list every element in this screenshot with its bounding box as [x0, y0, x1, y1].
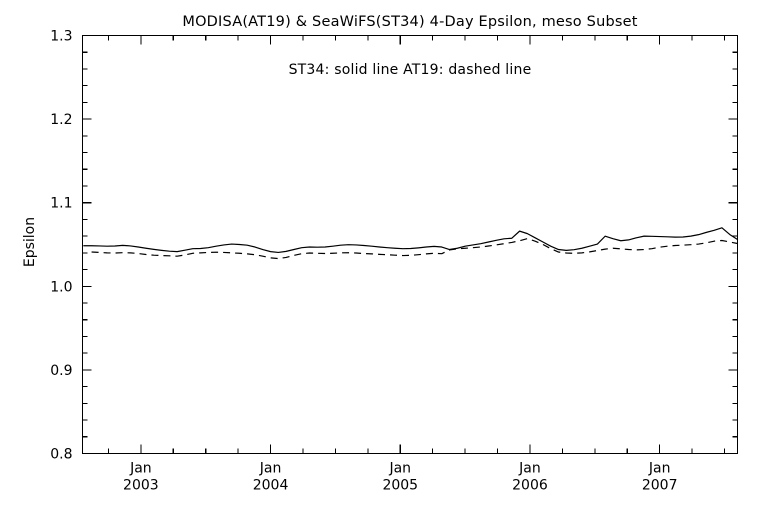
x-tick-label-year: 2005 — [382, 478, 418, 494]
x-axis-ticks — [107, 35, 726, 454]
y-tick-label: 1.1 — [50, 196, 72, 212]
series-line-at19 — [91, 238, 738, 260]
y-axis-tick-labels: 1.3 1.2 1.1 1.0 0.9 0.8 — [50, 29, 72, 463]
x-tick-label-year: 2007 — [642, 478, 678, 494]
y-axis-label: Epsilon — [22, 217, 38, 267]
x-tick-label-month: Jan — [648, 461, 671, 477]
x-tick-label-year: 2004 — [253, 478, 289, 494]
chart-legend-subtitle: ST34: solid line AT19: dashed line — [289, 62, 532, 78]
y-tick-label: 0.8 — [50, 447, 72, 463]
x-tick-label-month: Jan — [129, 461, 152, 477]
series-line-st34 — [83, 227, 739, 254]
chart-title: MODISA(AT19) & SeaWiFS(ST34) 4-Day Epsil… — [182, 14, 637, 30]
plot-frame — [81, 34, 739, 455]
x-tick-label-year: 2006 — [512, 478, 548, 494]
x-tick-label-month: Jan — [518, 461, 541, 477]
plot-box-border — [81, 34, 739, 455]
y-tick-label: 1.3 — [50, 29, 72, 45]
x-tick-label-year: 2003 — [123, 478, 159, 494]
y-tick-label: 0.9 — [50, 363, 72, 379]
x-tick-label-month: Jan — [388, 461, 411, 477]
y-tick-label: 1.0 — [50, 279, 72, 295]
y-tick-label: 1.2 — [50, 112, 72, 128]
x-tick-label-month: Jan — [259, 461, 282, 477]
